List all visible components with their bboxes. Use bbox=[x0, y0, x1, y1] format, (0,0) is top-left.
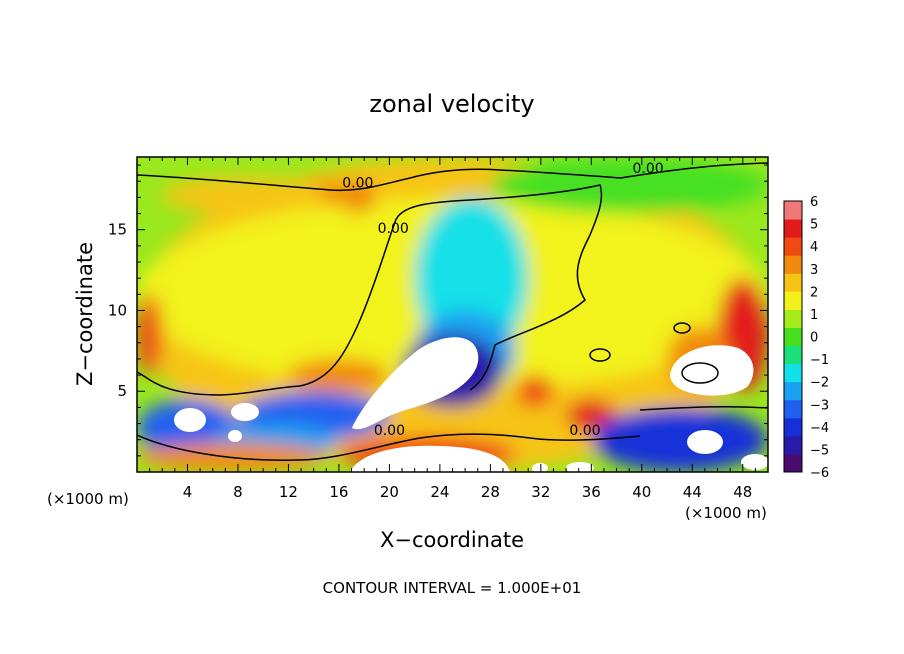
colorbar-label-5: 1 bbox=[810, 308, 818, 323]
missing-data-regions bbox=[174, 337, 768, 472]
colorbar-swatch-6 bbox=[784, 345, 802, 365]
colorbar-swatch-7 bbox=[784, 327, 802, 347]
colorbar-swatch-8 bbox=[784, 309, 802, 328]
contour-bottom bbox=[137, 433, 641, 461]
missing-region-bottom-3 bbox=[532, 463, 548, 472]
missing-region-right-2 bbox=[687, 430, 723, 454]
contour-label-4: 0.00 bbox=[569, 423, 600, 439]
colorbar-label-0: 6 bbox=[810, 195, 818, 210]
x-tick-label-16: 16 bbox=[329, 483, 348, 501]
missing-region-left-3 bbox=[228, 430, 242, 442]
missing-region-left-2 bbox=[231, 403, 259, 421]
contour-ring-tiny bbox=[673, 322, 691, 334]
missing-region-right-3 bbox=[741, 454, 768, 470]
missing-region-bottom-2 bbox=[566, 462, 594, 472]
x-axis: 4 8 12 16 20 24 28 32 36 40 44 48 bbox=[149, 157, 756, 501]
contour-label-1: 0.00 bbox=[633, 161, 664, 177]
contour-interval-note: CONTOUR INTERVAL = 1.000E+01 bbox=[323, 579, 582, 597]
missing-region-center bbox=[352, 337, 479, 430]
colorbar-swatch-12 bbox=[784, 237, 802, 256]
colorbar-swatch-4 bbox=[784, 381, 802, 401]
colorbar-label-1: 5 bbox=[810, 218, 818, 233]
colorbar-swatch-1 bbox=[784, 435, 802, 455]
colorbar-swatch-10 bbox=[784, 273, 802, 292]
missing-region-bottom bbox=[350, 445, 510, 472]
colorbar-frame bbox=[783, 200, 803, 473]
y-tick-label-10: 10 bbox=[108, 301, 127, 319]
colorbar-swatch-2 bbox=[784, 417, 802, 437]
x-tick-label-48: 48 bbox=[733, 483, 752, 501]
colorbar-label-3: 3 bbox=[810, 263, 818, 278]
x-tick-label-40: 40 bbox=[632, 483, 651, 501]
heatmap-cell-13 bbox=[288, 358, 390, 392]
heatmap-cell-14 bbox=[515, 375, 554, 408]
colorbar-swatch-3 bbox=[784, 399, 802, 419]
heatmap-cell-10 bbox=[137, 294, 163, 376]
y-axis: 5 10 15 bbox=[108, 164, 768, 457]
contour-label-2: 0.00 bbox=[378, 221, 409, 237]
colorbar-swatch-0 bbox=[784, 453, 802, 473]
missing-region-right bbox=[670, 345, 754, 396]
colorbar-label-2: 4 bbox=[810, 240, 818, 255]
contour-label-3: 0.00 bbox=[374, 423, 405, 439]
chart-title: zonal velocity bbox=[369, 90, 534, 118]
x-tick-label-8: 8 bbox=[233, 483, 243, 501]
heatmap-cell-18 bbox=[591, 407, 768, 472]
contour-label-0: 0.00 bbox=[342, 176, 373, 192]
heatmap-cell-6 bbox=[490, 157, 768, 214]
x-tick-label-36: 36 bbox=[582, 483, 601, 501]
x-tick-label-12: 12 bbox=[279, 483, 298, 501]
colorbar-swatch-14 bbox=[784, 201, 802, 220]
colorbar-label-4: 2 bbox=[810, 285, 818, 300]
colorbar-swatch-11 bbox=[784, 255, 802, 274]
contour-labels: 0.00 0.00 0.00 0.00 0.00 bbox=[342, 161, 663, 439]
x-unit-label-left: (×1000 m) bbox=[47, 490, 129, 508]
colorbar-swatch-5 bbox=[784, 363, 802, 383]
contour-top bbox=[137, 162, 768, 192]
colorbar-label-7: −1 bbox=[810, 353, 829, 368]
contour-main bbox=[137, 184, 603, 396]
contour-ring-right bbox=[681, 362, 719, 384]
colorbar-swatch-13 bbox=[784, 219, 802, 238]
heatmap-field: 0.00 0.00 0.00 0.00 0.00 bbox=[137, 157, 768, 472]
colorbar-swatch-9 bbox=[784, 291, 802, 310]
y-tick-label-5: 5 bbox=[117, 382, 127, 400]
colorbar-label-11: −5 bbox=[810, 443, 829, 458]
x-unit-label-right: (×1000 m) bbox=[685, 504, 767, 522]
colorbar-label-10: −4 bbox=[810, 421, 829, 436]
x-tick-label-28: 28 bbox=[481, 483, 500, 501]
zero-contours bbox=[137, 162, 768, 461]
x-tick-label-32: 32 bbox=[531, 483, 550, 501]
y-axis-label: Z−coordinate bbox=[73, 242, 97, 386]
x-axis-label: X−coordinate bbox=[380, 528, 524, 552]
colorbar: 6 5 4 3 2 1 0 −1 −2 −3 −4 −5 −6 bbox=[783, 195, 829, 481]
missing-region-left-1 bbox=[174, 408, 206, 432]
y-tick-label-15: 15 bbox=[108, 221, 127, 239]
colorbar-label-6: 0 bbox=[810, 331, 818, 346]
colorbar-label-8: −2 bbox=[810, 376, 829, 391]
colorbar-label-12: −6 bbox=[810, 466, 829, 481]
contour-right-low bbox=[639, 405, 768, 411]
contour-ring-small bbox=[589, 348, 611, 362]
x-tick-label-44: 44 bbox=[683, 483, 702, 501]
x-tick-label-20: 20 bbox=[380, 483, 399, 501]
x-tick-label-24: 24 bbox=[430, 483, 449, 501]
colorbar-label-9: −3 bbox=[810, 398, 829, 413]
x-tick-label-4: 4 bbox=[183, 483, 193, 501]
